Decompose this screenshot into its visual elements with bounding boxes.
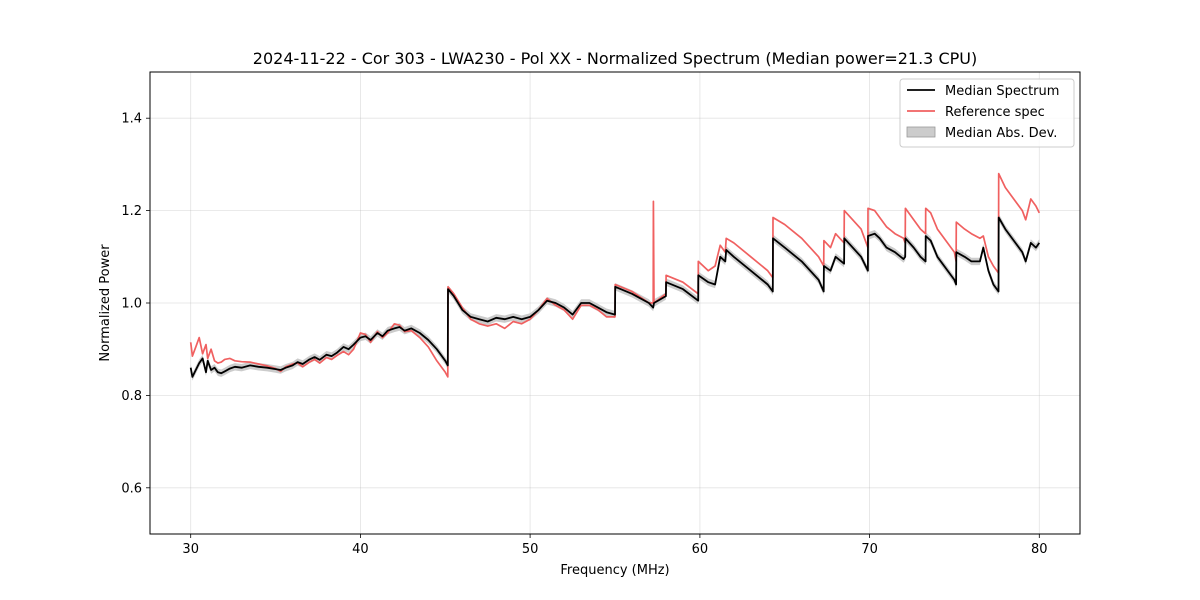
legend-swatch-median-abs-dev [906, 126, 936, 138]
y-axis-ticks: 0.6 0.8 1.0 1.2 1.4 [121, 112, 150, 496]
x-tick-label: 30 [182, 542, 199, 557]
x-tick-label: 70 [861, 542, 878, 557]
series-lines [189, 172, 1041, 378]
y-tick-label: 1.0 [121, 297, 142, 312]
x-axis-ticks: 30 40 50 60 70 80 [182, 534, 1048, 557]
x-tick-label: 80 [1031, 542, 1048, 557]
x-tick-label: 50 [522, 542, 539, 557]
legend-label-median-spectrum: Median Spectrum [945, 84, 1059, 99]
x-axis-label: Frequency (MHz) [560, 563, 669, 578]
x-tick-label: 40 [352, 542, 369, 557]
y-tick-label: 0.6 [121, 481, 142, 496]
series-median-spectrum [189, 216, 1041, 378]
legend: Median Spectrum Reference spec Median Ab… [899, 78, 1075, 148]
x-tick-label: 60 [692, 542, 709, 557]
y-axis-label: Normalized Power [98, 244, 113, 362]
y-tick-label: 1.2 [121, 204, 142, 219]
legend-label-reference-spec: Reference spec [945, 105, 1045, 120]
legend-box [899, 78, 1075, 148]
chart-title: 2024-11-22 - Cor 303 - LWA230 - Pol XX -… [253, 49, 977, 68]
y-tick-label: 0.8 [121, 389, 142, 404]
y-tick-label: 1.4 [121, 112, 142, 127]
legend-label-median-abs-dev: Median Abs. Dev. [945, 126, 1057, 141]
